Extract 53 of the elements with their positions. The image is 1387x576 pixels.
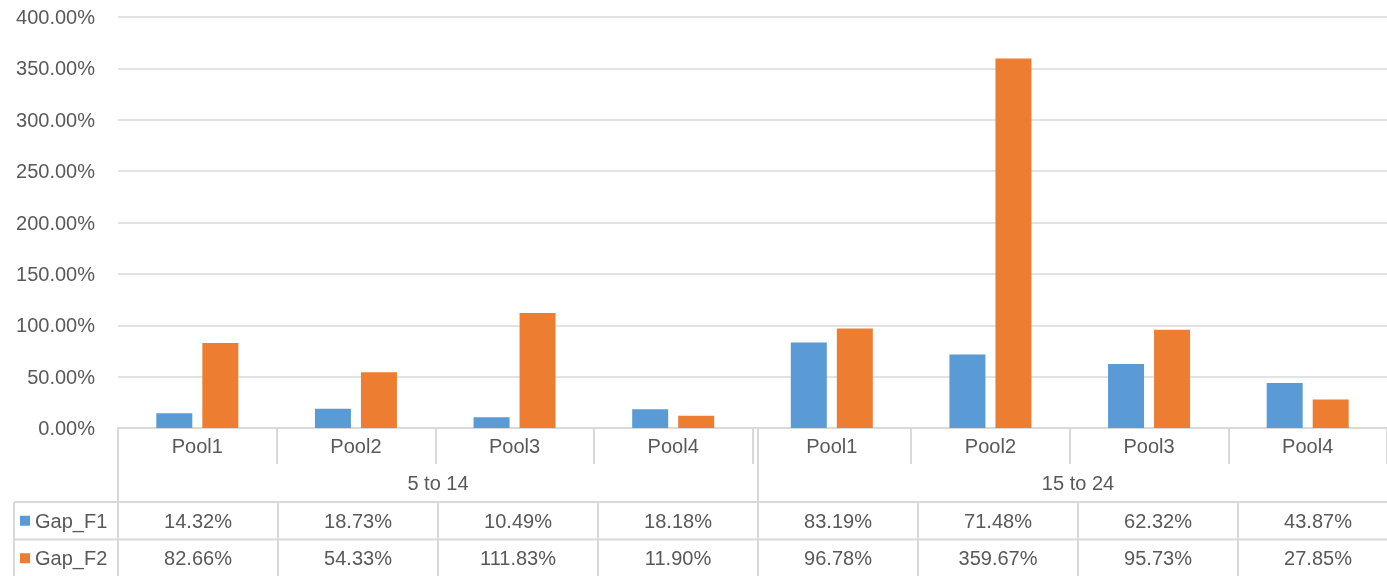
data-label: 27.85% — [1284, 547, 1353, 570]
data-label: 18.18% — [644, 509, 713, 532]
x-tick-label: Pool2 — [330, 435, 382, 457]
x-tick-label: Pool3 — [488, 435, 541, 457]
legend-label: Gap_F1 — [35, 509, 108, 533]
bar — [314, 408, 351, 428]
y-tick-label: 200.00% — [16, 211, 96, 234]
bar — [473, 417, 510, 428]
data-label: 43.87% — [1284, 509, 1353, 532]
x-tick-label: Pool4 — [1282, 435, 1334, 457]
data-label: 11.90% — [644, 547, 712, 570]
text: 5 to 14 — [407, 472, 469, 494]
x-tick-label: Pool3 — [1123, 435, 1175, 457]
x-tick-label: Pool1 — [806, 435, 858, 457]
y-tick-label: 300.00% — [16, 108, 96, 131]
bar — [949, 354, 986, 428]
data-label: 54.33% — [324, 547, 393, 570]
y-tick-label: 400.00% — [16, 6, 96, 28]
bar — [678, 415, 715, 428]
y-tick-label: 50.00% — [27, 365, 96, 388]
data-label: 18.73% — [324, 509, 393, 532]
bar — [202, 343, 239, 428]
y-tick-label: 350.00% — [16, 57, 96, 80]
bar — [1312, 399, 1349, 428]
bar — [1266, 382, 1303, 428]
data-label: 71.48% — [964, 509, 1033, 532]
data-label: 10.49% — [484, 509, 553, 532]
bar — [519, 313, 556, 428]
data-label: 95.73% — [1124, 547, 1193, 570]
y-tick-label: 0.00% — [38, 417, 96, 439]
bar — [790, 342, 827, 428]
bar — [836, 328, 873, 428]
data-label: 14.32% — [164, 509, 233, 532]
text: 15 to 24 — [1041, 472, 1115, 494]
x-tick-label: Pool1 — [171, 435, 223, 457]
data-label: 83.19% — [804, 509, 873, 532]
bar — [995, 58, 1032, 428]
legend-label: Gap_F2 — [35, 547, 108, 571]
x-tick-label: Pool4 — [647, 435, 699, 457]
data-label: 82.66% — [164, 547, 233, 570]
x-tick-label: Pool2 — [964, 435, 1017, 457]
y-tick-label: 100.00% — [16, 314, 96, 337]
y-tick-label: 150.00% — [16, 262, 96, 285]
data-label: 111.83% — [480, 547, 557, 570]
y-tick-label: 250.00% — [16, 160, 96, 183]
data-label: 359.67% — [958, 547, 1038, 570]
data-label: 96.78% — [804, 547, 873, 570]
bar — [156, 413, 193, 428]
bar — [632, 409, 669, 428]
bar — [360, 372, 397, 428]
data-label: 62.32% — [1124, 509, 1193, 532]
bar — [1108, 363, 1145, 428]
bar — [1154, 329, 1191, 428]
